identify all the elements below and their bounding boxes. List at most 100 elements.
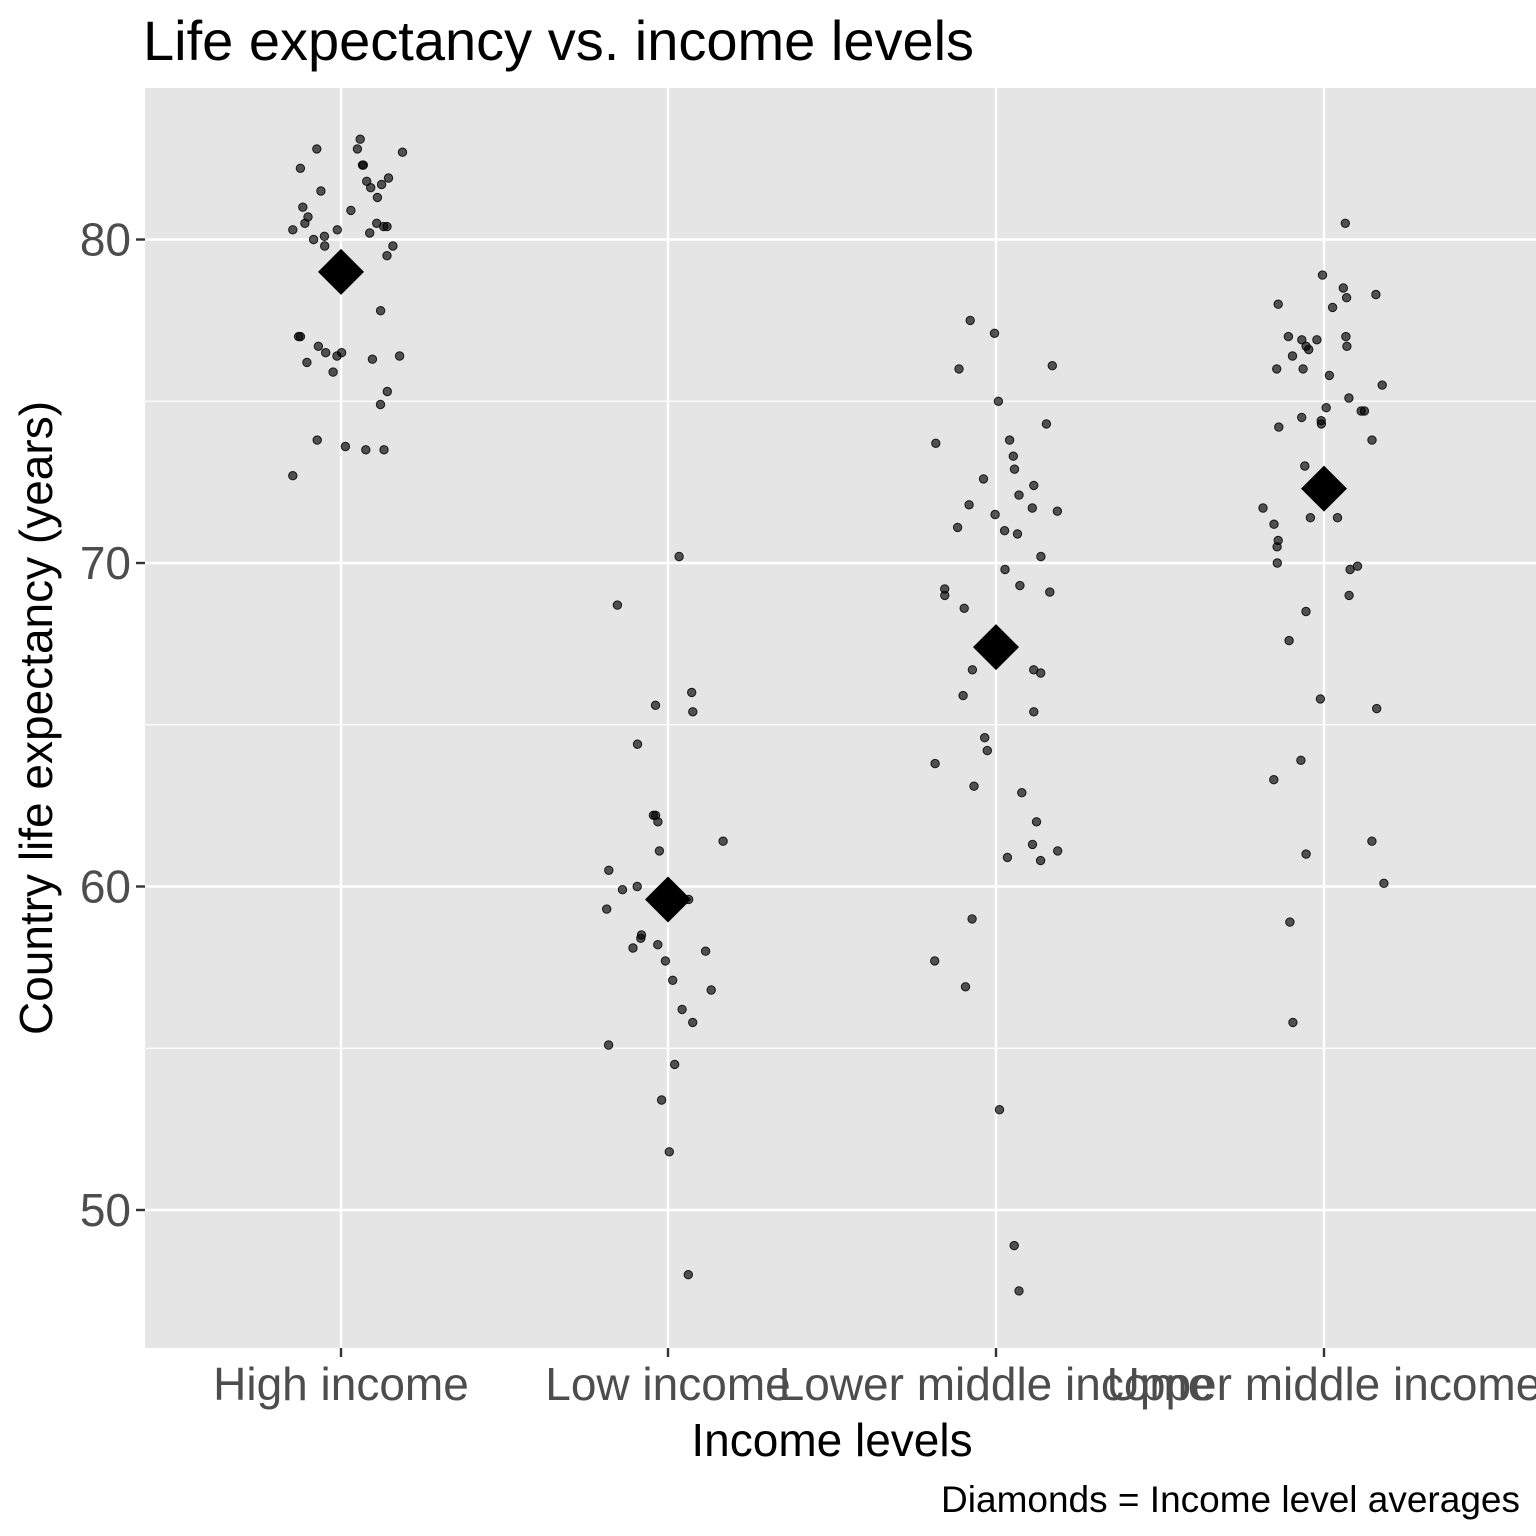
country-point <box>1283 331 1294 342</box>
country-point <box>687 687 697 698</box>
country-point <box>1315 694 1326 704</box>
country-point <box>1258 503 1268 513</box>
country-point <box>1340 218 1351 229</box>
country-point <box>1344 590 1354 601</box>
country-point <box>617 885 628 895</box>
country-point <box>1305 513 1316 523</box>
country-point <box>931 438 941 448</box>
country-point <box>940 590 950 601</box>
country-point <box>1304 344 1314 355</box>
country-point <box>632 739 643 749</box>
country-point <box>332 225 342 235</box>
country-point <box>653 817 663 827</box>
country-point <box>300 218 310 229</box>
country-point <box>1027 503 1038 513</box>
country-point <box>1371 289 1381 300</box>
average-diamond <box>973 624 1019 671</box>
country-point <box>967 914 977 924</box>
country-point <box>1341 293 1352 303</box>
y-tick-label: 80 <box>80 214 131 266</box>
country-point <box>1285 917 1295 927</box>
country-point <box>1009 464 1020 474</box>
country-point <box>952 522 963 533</box>
country-point <box>1332 513 1343 523</box>
country-point <box>1008 451 1018 461</box>
country-point <box>388 241 398 251</box>
country-point <box>1316 419 1327 429</box>
country-point <box>1321 403 1331 413</box>
country-point <box>650 700 661 710</box>
country-point <box>1015 580 1025 591</box>
country-point <box>677 1004 687 1015</box>
country-point <box>1344 393 1354 403</box>
country-point <box>1029 480 1039 491</box>
country-point <box>320 241 330 251</box>
country-point <box>604 865 614 875</box>
country-point <box>1301 849 1311 859</box>
country-point <box>1297 335 1307 345</box>
country-point <box>1341 331 1351 342</box>
country-point <box>688 707 698 717</box>
country-point <box>954 364 964 374</box>
country-point <box>382 251 392 261</box>
country-point <box>1367 435 1377 445</box>
average-diamonds <box>318 248 1347 923</box>
country-point <box>321 348 331 358</box>
country-point <box>1298 364 1308 374</box>
country-point <box>367 354 378 364</box>
country-point <box>346 205 356 216</box>
country-point <box>969 781 979 791</box>
country-point <box>1009 1240 1019 1251</box>
country-point <box>365 228 375 238</box>
country-point <box>960 982 971 992</box>
country-point <box>964 500 974 510</box>
country-point <box>1356 406 1366 416</box>
country-point <box>312 144 322 154</box>
country-point <box>1301 606 1311 617</box>
country-point <box>1029 707 1039 717</box>
country-point <box>994 1105 1005 1115</box>
average-diamond <box>645 876 691 923</box>
country-point <box>352 144 363 154</box>
country-point <box>1017 788 1027 798</box>
country-point <box>1002 852 1013 863</box>
country-point <box>1297 412 1307 423</box>
country-point <box>328 367 338 377</box>
y-tick-label: 70 <box>80 537 131 589</box>
country-point <box>361 445 371 455</box>
country-point <box>355 134 365 144</box>
country-point <box>1269 775 1279 785</box>
average-diamond <box>318 248 364 295</box>
country-point <box>602 904 612 914</box>
country-point <box>1036 668 1046 678</box>
country-point <box>965 315 975 326</box>
country-point <box>978 474 989 484</box>
country-point <box>1327 302 1338 313</box>
x-tick-label: Upper middle income <box>1107 1358 1536 1410</box>
country-point <box>636 933 646 943</box>
country-point <box>302 357 312 368</box>
country-point <box>288 225 298 235</box>
country-point <box>295 163 306 174</box>
country-point <box>603 1040 614 1050</box>
country-point <box>375 399 386 410</box>
caption: Diamonds = Income level averages <box>941 1479 1520 1520</box>
country-point <box>706 985 716 995</box>
country-point <box>319 231 330 242</box>
country-point <box>1284 635 1294 646</box>
country-point <box>688 1017 698 1028</box>
country-point <box>1273 299 1283 309</box>
country-point <box>664 1147 674 1157</box>
average-diamond <box>1301 465 1347 512</box>
country-point <box>1031 817 1042 827</box>
country-point <box>1045 587 1055 597</box>
country-point <box>1288 1017 1298 1028</box>
country-point <box>670 1059 680 1070</box>
country-point <box>1053 846 1063 856</box>
country-point <box>628 943 638 953</box>
country-point <box>1272 364 1282 374</box>
country-point <box>718 836 728 846</box>
country-point <box>1274 422 1284 432</box>
country-point <box>1004 435 1015 445</box>
country-point <box>930 758 940 769</box>
